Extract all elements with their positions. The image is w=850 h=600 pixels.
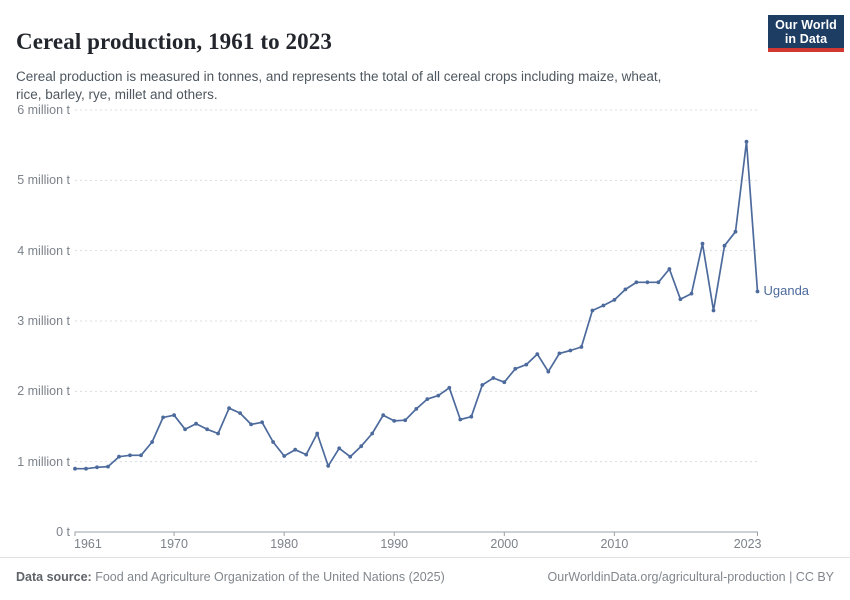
owid-logo-box: Our World in Data (768, 15, 844, 48)
data-source: Data source: Food and Agriculture Organi… (16, 570, 445, 584)
data-point[interactable] (106, 464, 110, 469)
data-point[interactable] (755, 289, 760, 294)
data-point[interactable] (711, 308, 716, 313)
data-point[interactable] (557, 351, 562, 356)
data-point[interactable] (403, 418, 408, 423)
data-point[interactable] (249, 422, 254, 427)
y-axis-label: 2 million t (17, 384, 70, 399)
data-point[interactable] (645, 280, 650, 285)
footer-link[interactable]: OurWorldinData.org/agricultural-producti… (547, 570, 834, 584)
x-axis-label: 2023 (733, 537, 762, 551)
data-point[interactable] (447, 385, 452, 390)
data-point[interactable] (359, 444, 364, 449)
data-point[interactable] (315, 431, 320, 436)
data-point[interactable] (612, 298, 617, 302)
data-point[interactable] (656, 280, 661, 285)
data-point[interactable] (568, 348, 573, 353)
data-point[interactable] (744, 139, 749, 144)
x-axis-label: 1990 (380, 537, 409, 551)
owid-logo[interactable]: Our World in Data (768, 15, 844, 52)
data-point[interactable] (183, 427, 188, 432)
x-axis-label: 1980 (270, 537, 299, 551)
data-point[interactable] (601, 303, 606, 308)
data-point[interactable] (150, 440, 155, 444)
data-point[interactable] (700, 241, 705, 246)
data-point[interactable] (293, 447, 298, 452)
data-point[interactable] (722, 243, 727, 248)
data-point[interactable] (392, 419, 397, 423)
data-point[interactable] (304, 452, 309, 457)
data-point[interactable] (546, 369, 551, 374)
data-point[interactable] (524, 362, 529, 367)
data-point[interactable] (370, 431, 375, 436)
data-point[interactable] (84, 466, 88, 471)
y-axis-label: 5 million t (17, 173, 70, 188)
chart-subtitle: Cereal production is measured in tonnes,… (16, 68, 736, 104)
data-point[interactable] (139, 453, 143, 458)
owid-logo-line-1: Our World (775, 17, 837, 32)
data-point[interactable] (194, 421, 199, 426)
data-point[interactable] (117, 454, 121, 459)
data-point[interactable] (205, 427, 210, 432)
subtitle-line-2: rice, barley, rye, millet and others. (16, 86, 218, 102)
owid-logo-line-2: in Data (784, 31, 828, 46)
y-axis-label: 1 million t (17, 454, 70, 469)
chart-footer: Data source: Food and Agriculture Organi… (0, 557, 850, 599)
data-point[interactable] (128, 453, 132, 458)
x-axis-label: 1961 (74, 537, 102, 551)
data-point[interactable] (458, 417, 463, 422)
y-axis-label: 4 million t (17, 243, 70, 258)
data-point[interactable] (73, 466, 77, 471)
subtitle-line-1: Cereal production is measured in tonnes,… (16, 68, 662, 84)
data-source-label: Data source: (16, 570, 92, 584)
data-point[interactable] (535, 352, 540, 356)
data-point[interactable] (260, 420, 264, 425)
data-point[interactable] (161, 415, 166, 420)
data-point[interactable] (227, 406, 232, 411)
data-point[interactable] (579, 345, 584, 349)
data-point[interactable] (623, 287, 628, 292)
data-point[interactable] (634, 280, 639, 285)
y-axis-label: 0 t (56, 525, 70, 539)
data-point[interactable] (381, 413, 386, 418)
data-point[interactable] (282, 454, 287, 458)
data-point[interactable] (491, 376, 496, 380)
data-point[interactable] (469, 414, 474, 419)
data-point[interactable] (667, 267, 672, 271)
chart-title: Cereal production, 1961 to 2023 (16, 29, 332, 55)
y-axis-label: 6 million t (17, 103, 70, 117)
x-axis-label: 1970 (160, 537, 188, 551)
data-point[interactable] (436, 393, 441, 398)
owid-logo-red-strip (768, 48, 844, 52)
data-point[interactable] (172, 413, 177, 418)
data-point[interactable] (271, 440, 275, 444)
data-point[interactable] (326, 464, 331, 468)
y-axis-label: 3 million t (17, 314, 70, 328)
data-point[interactable] (480, 383, 485, 387)
data-point[interactable] (733, 229, 738, 234)
data-point[interactable] (689, 291, 694, 296)
data-point[interactable] (502, 380, 507, 385)
data-point[interactable] (590, 308, 595, 313)
data-point[interactable] (238, 411, 243, 415)
data-point[interactable] (348, 454, 353, 459)
entity-label[interactable]: Uganda (763, 283, 810, 299)
data-line[interactable] (74, 140, 759, 470)
data-source-text: Food and Agriculture Organization of the… (95, 570, 445, 584)
data-point[interactable] (337, 446, 342, 451)
data-point[interactable] (425, 397, 430, 401)
data-point[interactable] (95, 465, 99, 470)
x-axis-label: 2010 (600, 537, 629, 551)
data-point[interactable] (678, 297, 683, 302)
data-point[interactable] (513, 366, 518, 371)
data-point[interactable] (216, 431, 221, 436)
data-point[interactable] (414, 407, 419, 411)
x-axis-label: 2000 (490, 537, 519, 551)
